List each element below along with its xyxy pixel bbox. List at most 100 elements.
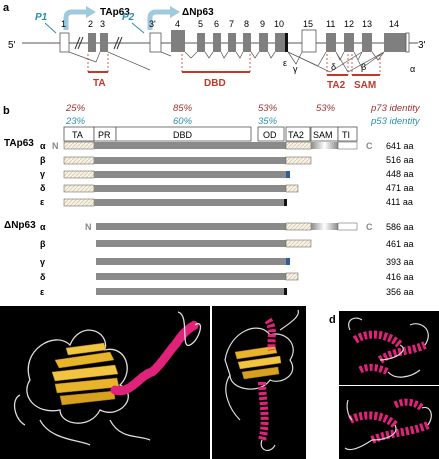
isoform-ta-segment bbox=[63, 170, 95, 179]
domain-box-label: SAM bbox=[313, 130, 333, 140]
domain-dbd-bracket bbox=[181, 54, 251, 72]
isoform-epsilon-tail bbox=[284, 199, 287, 206]
isoform-gamma-tail bbox=[286, 171, 290, 178]
exon-9 bbox=[259, 33, 268, 52]
terminus-n: N bbox=[85, 222, 92, 232]
isoform-ta2-segment bbox=[285, 184, 299, 193]
domain-ta-label: TA bbox=[93, 78, 106, 89]
isoform-ta2-segment bbox=[285, 272, 299, 281]
splice-epsilon: ε bbox=[283, 58, 287, 68]
domain-dbd-label: DBD bbox=[204, 78, 226, 89]
domain-sam-label: SAM bbox=[354, 80, 376, 91]
splice-beta: β bbox=[361, 62, 366, 72]
isoform-core-segment bbox=[94, 185, 286, 192]
isoform-tap-delta: δ 471 aa bbox=[40, 183, 414, 193]
exon-10-end bbox=[285, 33, 288, 52]
promoter-p2-label: P2 bbox=[122, 12, 135, 23]
promoter-p2-arrow bbox=[147, 9, 172, 30]
exon-3 bbox=[100, 33, 108, 52]
isoform-core-segment bbox=[96, 288, 284, 295]
domain-sam-bracket bbox=[351, 54, 381, 75]
isoform-length: 416 aa bbox=[386, 272, 414, 282]
exon-number: 3' bbox=[149, 19, 156, 29]
structure-d1-protein bbox=[348, 317, 429, 378]
exon-5 bbox=[197, 33, 205, 52]
isoform-epsilon-tail bbox=[284, 288, 287, 295]
exon-number: 1 bbox=[61, 19, 66, 29]
domain-box-label: TA bbox=[72, 130, 83, 140]
gene-break-1 bbox=[74, 36, 81, 50]
isoform-core-segment bbox=[96, 223, 286, 230]
panel-label-b: b bbox=[3, 105, 10, 117]
domain-box-label: PR bbox=[98, 130, 111, 140]
exon-number: 10 bbox=[274, 19, 284, 29]
exon-10 bbox=[275, 33, 285, 52]
terminus-n: N bbox=[52, 141, 59, 151]
isoform-core-segment bbox=[96, 273, 286, 280]
structure-c1-protein bbox=[13, 311, 202, 446]
domain-box-label: DBD bbox=[173, 130, 193, 140]
splice-alpha: α bbox=[410, 64, 415, 74]
isoform-ti-segment bbox=[337, 222, 358, 231]
domain-box-ta2 bbox=[285, 126, 311, 142]
domain-ta-bracket bbox=[87, 54, 109, 72]
promoter-p1-pointer bbox=[44, 22, 57, 34]
terminus-c: C bbox=[366, 141, 373, 151]
gene-break-2 bbox=[77, 36, 84, 50]
isoform-tap-epsilon: ε 411 aa bbox=[40, 197, 413, 207]
domain-box-label: TI bbox=[342, 130, 350, 140]
splice-lines bbox=[68, 51, 385, 73]
exon-number: 12 bbox=[344, 19, 354, 29]
identity-p53-dbd: 60% bbox=[173, 116, 193, 127]
isoform-length: 411 aa bbox=[386, 197, 413, 207]
structure-c2-protein bbox=[224, 309, 300, 452]
dnp63-label: ΔNp63 bbox=[182, 7, 214, 18]
exon-13 bbox=[362, 33, 372, 52]
exon-number: 9 bbox=[260, 19, 265, 29]
domain-box-label: OD bbox=[263, 130, 277, 140]
exon-number: 11 bbox=[326, 19, 335, 29]
identity-p73-od: 53% bbox=[258, 103, 278, 114]
identity-p53-od: 35% bbox=[258, 116, 278, 127]
isoform-core-segment bbox=[94, 199, 284, 206]
isoform-core-segment bbox=[94, 142, 286, 149]
gene-break-3 bbox=[113, 36, 120, 50]
isoform-length: 641 aa bbox=[386, 141, 414, 151]
exon-number: 4 bbox=[175, 19, 180, 29]
isoform-sam-segment bbox=[311, 142, 338, 149]
identity-p73-dbd: 85% bbox=[173, 103, 193, 114]
isoform-length: 448 aa bbox=[386, 169, 414, 179]
exon-15 bbox=[301, 29, 317, 53]
isoform-name: ε bbox=[40, 287, 45, 297]
exon-3prime bbox=[149, 32, 162, 53]
exon-number: 2 bbox=[88, 19, 93, 29]
promoter-p2-arrowhead bbox=[170, 6, 180, 18]
domain-ta2-label: TA2 bbox=[327, 80, 346, 91]
exon-12 bbox=[344, 33, 354, 52]
isoform-length: 356 aa bbox=[386, 287, 414, 297]
isoform-dn-gamma: γ 393 aa bbox=[40, 257, 414, 267]
exon-14-end bbox=[405, 32, 410, 53]
promoter-p2-pointer bbox=[131, 22, 145, 34]
isoform-length: 586 aa bbox=[386, 222, 414, 232]
isoform-name: ε bbox=[40, 197, 45, 207]
isoform-dn-delta: δ 416 aa bbox=[40, 272, 414, 282]
promoter-p1-arrowhead bbox=[86, 6, 96, 18]
group-label-dnp63: ΔNp63 bbox=[4, 220, 36, 231]
isoform-core-segment bbox=[96, 240, 286, 247]
identity-p73-sam: 53% bbox=[316, 103, 336, 114]
isoform-ta2-segment bbox=[285, 156, 312, 165]
structure-d2-protein bbox=[344, 398, 432, 451]
domain-ta2-bracket bbox=[326, 54, 349, 75]
isoform-length: 393 aa bbox=[386, 257, 414, 267]
gene-3prime: 3' bbox=[418, 40, 426, 51]
identity-p73-ta: 25% bbox=[65, 103, 86, 114]
terminus-c: C bbox=[366, 222, 373, 232]
tap63-label: TAp63 bbox=[100, 7, 130, 18]
isoform-ti-segment bbox=[337, 141, 358, 150]
isoform-dn-beta: β 461 aa bbox=[40, 239, 414, 249]
exon-number: 3 bbox=[100, 19, 105, 29]
isoform-ta2-segment bbox=[285, 239, 312, 248]
